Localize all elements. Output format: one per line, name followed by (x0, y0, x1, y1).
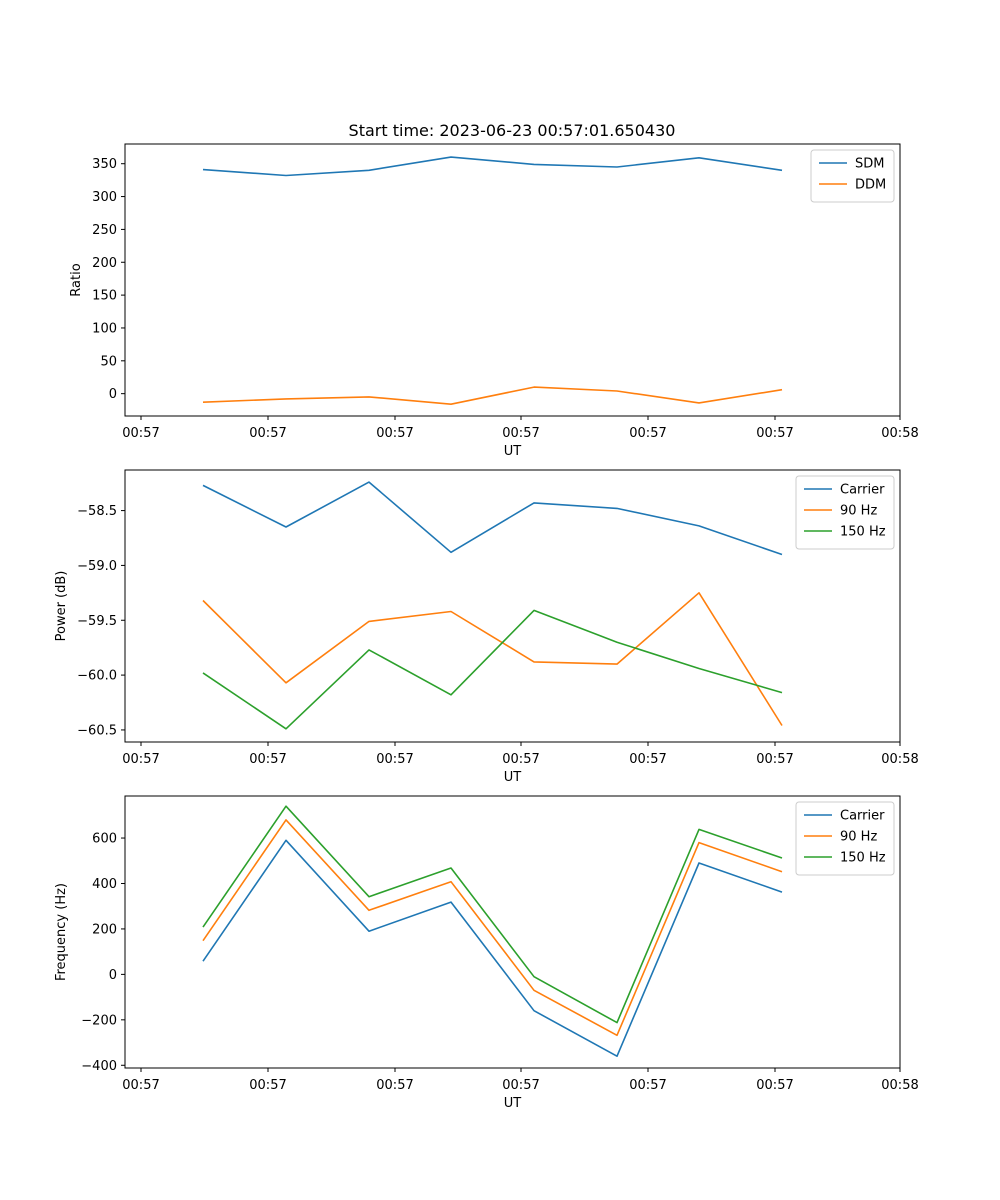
chart-panel-2: 00:57 00:57 00:57 00:57 00:57 00:57 00:58 −58.5… (54, 469, 919, 785)
y-tick-label: 250 (92, 223, 117, 238)
series-line-sdm (202, 156, 783, 177)
x-tick-label: 00:57 (122, 426, 159, 441)
x-tick-label: 00:57 (502, 426, 539, 441)
legend-label: 90 Hz (840, 504, 877, 519)
x-tick-label: 00:58 (881, 1078, 918, 1093)
y-tick-label: −59.5 (77, 614, 117, 629)
y-tick-label: 200 (92, 922, 117, 937)
y-tick-label: 350 (92, 157, 117, 172)
chart-panel-3: 00:57 00:57 00:57 00:57 00:57 00:57 00:58 600 40… (54, 795, 919, 1111)
y-axis-label: Power (dB) (54, 571, 69, 642)
x-tick-label: 00:57 (502, 1078, 539, 1093)
y-tick-label: −400 (81, 1059, 117, 1074)
x-tick-label: 00:58 (881, 752, 918, 767)
y-tick-label: 0 (109, 387, 117, 402)
series-line-carrier (202, 839, 783, 1057)
legend-label: SDM (855, 157, 884, 172)
y-tick-label: 150 (92, 289, 117, 304)
x-tick-label: 00:57 (756, 752, 793, 767)
legend-label: 90 Hz (840, 830, 877, 845)
y-tick-label: 400 (92, 877, 117, 892)
y-tick-label: 200 (92, 256, 117, 271)
series-line-150-hz (202, 805, 783, 1024)
x-tick-label: 00:57 (629, 1078, 666, 1093)
y-tick-label: 50 (100, 354, 117, 369)
y-axis-label: Ratio (69, 263, 84, 296)
y-tick-label: −200 (81, 1013, 117, 1028)
y-tick-label: 100 (92, 321, 117, 336)
x-tick-label: 00:57 (122, 752, 159, 767)
series-line-carrier (202, 481, 783, 556)
x-tick-label: 00:58 (881, 426, 918, 441)
x-tick-label: 00:57 (249, 752, 286, 767)
legend: SDM DDM (810, 149, 895, 203)
y-tick-label: −58.5 (77, 504, 117, 519)
x-tick-label: 00:57 (376, 426, 413, 441)
x-tick-label: 00:57 (756, 1078, 793, 1093)
y-tick-label: −59.0 (77, 559, 117, 574)
series-line-90-hz (202, 819, 783, 1037)
legend: Carrier 90 Hz 150 Hz (795, 801, 895, 876)
legend-label: Carrier (840, 483, 885, 498)
legend-label: Carrier (840, 809, 885, 824)
axes-frame (124, 143, 901, 417)
x-tick-label: 00:57 (376, 752, 413, 767)
chart-panel-1: 00:57 00:57 00:57 00:57 00:57 00:57 00:58 0 50 10… (69, 143, 919, 459)
series-line-90-hz (202, 591, 783, 726)
figure-title: Start time: 2023-06-23 00:57:01.650430 (349, 121, 676, 140)
x-axis-label: UT (504, 770, 522, 785)
x-tick-label: 00:57 (756, 426, 793, 441)
x-tick-label: 00:57 (122, 1078, 159, 1093)
y-tick-label: 0 (109, 968, 117, 983)
x-tick-label: 00:57 (376, 1078, 413, 1093)
x-tick-label: 00:57 (249, 1078, 286, 1093)
y-axis-label: Frequency (Hz) (54, 883, 69, 981)
legend-label: 150 Hz (840, 525, 886, 540)
axes-frame (124, 795, 901, 1069)
y-tick-label: −60.0 (77, 669, 117, 684)
y-tick-label: 300 (92, 190, 117, 205)
x-tick-label: 00:57 (629, 426, 666, 441)
legend-label: 150 Hz (840, 851, 886, 866)
x-tick-label: 00:57 (249, 426, 286, 441)
x-tick-label: 00:57 (629, 752, 666, 767)
x-tick-label: 00:57 (502, 752, 539, 767)
x-axis-label: UT (504, 1096, 522, 1111)
axes-frame (124, 469, 901, 743)
y-tick-label: −60.5 (77, 723, 117, 738)
legend-label: DDM (855, 178, 886, 193)
y-tick-label: 600 (92, 832, 117, 847)
legend: Carrier 90 Hz 150 Hz (795, 475, 895, 550)
series-line-150-hz (202, 609, 783, 730)
series-line-ddm (202, 386, 783, 406)
x-axis-label: UT (504, 444, 522, 459)
